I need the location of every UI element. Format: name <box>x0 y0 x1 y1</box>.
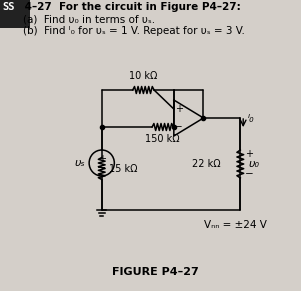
Text: 22 kΩ: 22 kΩ <box>192 159 221 169</box>
Text: ᴵ₀: ᴵ₀ <box>248 114 255 124</box>
Text: 150 kΩ: 150 kΩ <box>145 134 180 144</box>
Text: υ₀: υ₀ <box>248 159 259 169</box>
Text: SS: SS <box>2 2 14 12</box>
Text: −: − <box>97 162 107 173</box>
Text: +: + <box>175 104 183 114</box>
Text: +: + <box>245 149 253 159</box>
Text: +: + <box>98 155 106 164</box>
Text: Vₙₙ = ±24 V: Vₙₙ = ±24 V <box>204 220 267 230</box>
Text: υₛ: υₛ <box>75 158 85 168</box>
Text: 15 kΩ: 15 kΩ <box>110 164 138 173</box>
Text: 4–27  For the circuit in Figure P4–27:: 4–27 For the circuit in Figure P4–27: <box>21 2 241 12</box>
Text: FIGURE P4–27: FIGURE P4–27 <box>112 267 198 277</box>
Text: −: − <box>245 169 254 179</box>
Text: 10 kΩ: 10 kΩ <box>129 71 158 81</box>
Text: (b)  Find ᴵ₀ for υₛ = 1 V. Repeat for υₛ = 3 V.: (b) Find ᴵ₀ for υₛ = 1 V. Repeat for υₛ … <box>10 26 245 36</box>
Text: (a)  Find υ₀ in terms of υₛ.: (a) Find υ₀ in terms of υₛ. <box>10 14 155 24</box>
Text: −: − <box>174 122 183 132</box>
